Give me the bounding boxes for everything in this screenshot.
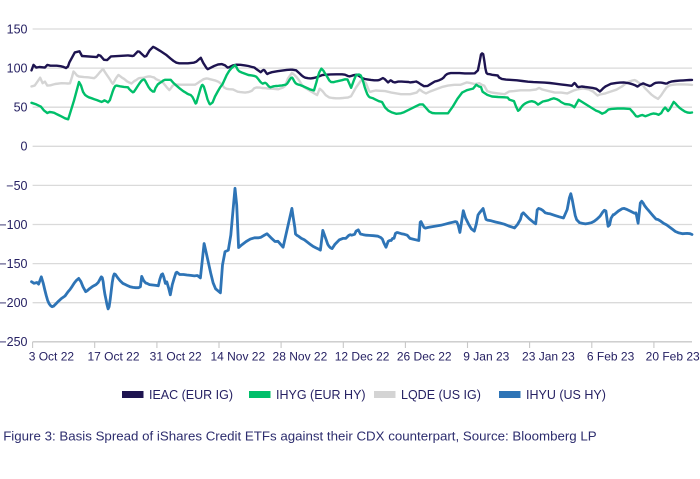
svg-text:IHYU (US HY): IHYU (US HY) [526,388,606,402]
svg-text:100: 100 [7,62,28,76]
svg-text:0: 0 [21,140,28,154]
svg-text:−200: −200 [0,296,28,310]
svg-text:LQDE (US IG): LQDE (US IG) [401,388,481,402]
svg-text:−100: −100 [0,218,28,232]
svg-text:14 Nov 22: 14 Nov 22 [210,350,265,364]
svg-text:IEAC (EUR IG): IEAC (EUR IG) [149,388,233,402]
svg-text:−50: −50 [6,179,27,193]
svg-text:12 Dec 22: 12 Dec 22 [335,350,390,364]
svg-text:50: 50 [14,101,28,115]
svg-text:20 Feb 23: 20 Feb 23 [646,350,700,364]
svg-text:−250: −250 [0,335,28,349]
svg-text:3 Oct 22: 3 Oct 22 [29,350,75,364]
svg-text:−150: −150 [0,257,28,271]
svg-text:23 Jan 23: 23 Jan 23 [522,350,575,364]
svg-text:17 Oct 22: 17 Oct 22 [87,350,139,364]
svg-text:150: 150 [7,22,28,36]
svg-text:IHYG (EUR HY): IHYG (EUR HY) [276,388,366,402]
svg-text:26 Dec 22: 26 Dec 22 [397,350,452,364]
svg-text:9 Jan 23: 9 Jan 23 [463,350,509,364]
svg-text:31 Oct 22: 31 Oct 22 [150,350,202,364]
svg-text:6 Feb 23: 6 Feb 23 [587,350,635,364]
svg-text:28 Nov 22: 28 Nov 22 [273,350,328,364]
svg-text:Figure 3: Basis Spread of iSha: Figure 3: Basis Spread of iShares Credit… [3,429,597,444]
